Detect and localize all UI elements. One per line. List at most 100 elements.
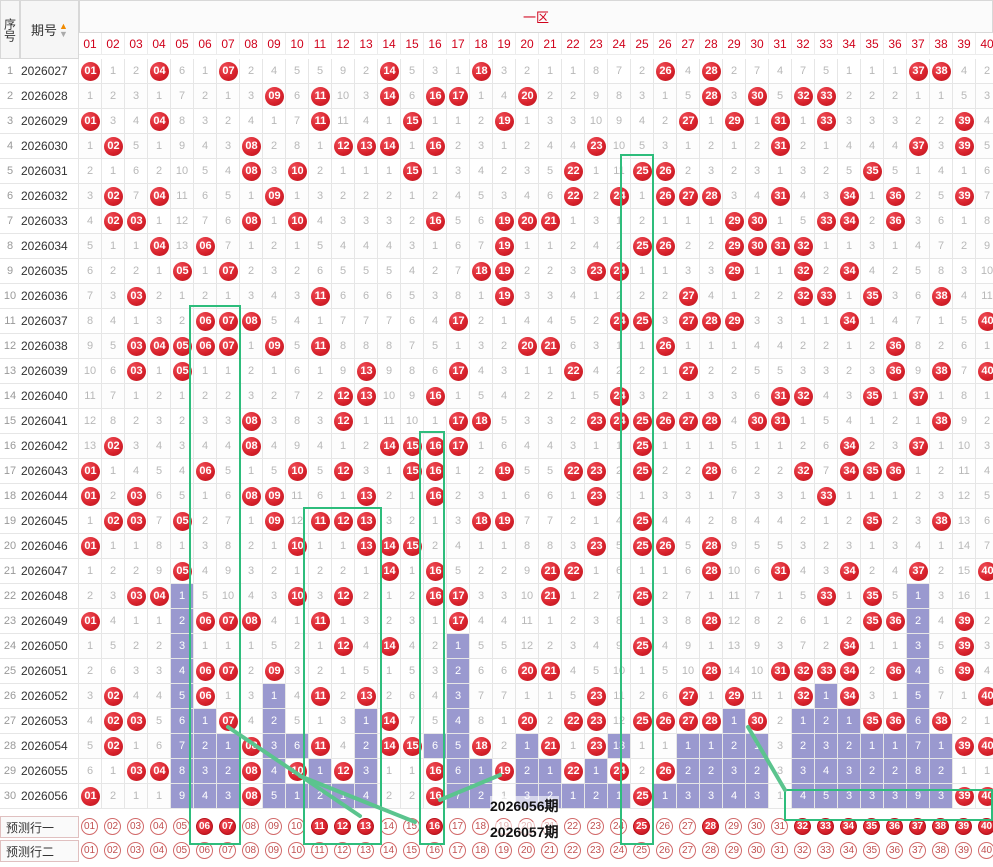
prediction-ball[interactable]: 24 xyxy=(610,818,627,835)
prediction-ball[interactable]: 34 xyxy=(840,842,857,859)
row-issue[interactable]: 2026042 xyxy=(20,434,79,459)
prediction-ball[interactable]: 40 xyxy=(978,818,993,835)
prediction-cell[interactable]: 19 xyxy=(493,840,516,862)
prediction-ball[interactable]: 37 xyxy=(909,842,926,859)
prediction-ball[interactable]: 06 xyxy=(196,818,213,835)
prediction-cell[interactable]: 16 xyxy=(424,840,447,862)
prediction-ball[interactable]: 09 xyxy=(265,818,282,835)
prediction-cell[interactable]: 32 xyxy=(792,816,815,838)
row-issue[interactable]: 2026036 xyxy=(20,284,79,309)
prediction-ball[interactable]: 10 xyxy=(288,842,305,859)
prediction-cell[interactable]: 05 xyxy=(171,840,194,862)
row-issue[interactable]: 2026038 xyxy=(20,334,79,359)
prediction-cell[interactable]: 25 xyxy=(631,816,654,838)
prediction-ball[interactable]: 30 xyxy=(748,818,765,835)
prediction-ball[interactable]: 33 xyxy=(817,818,834,835)
row-issue[interactable]: 2026046 xyxy=(20,534,79,559)
prediction-cell[interactable]: 06 xyxy=(194,840,217,862)
prediction-ball[interactable]: 03 xyxy=(127,842,144,859)
prediction-cell[interactable]: 36 xyxy=(884,816,907,838)
prediction-cell[interactable]: 18 xyxy=(470,816,493,838)
prediction-ball[interactable]: 38 xyxy=(932,842,949,859)
prediction-cell[interactable]: 11 xyxy=(309,840,332,862)
prediction-cell[interactable]: 35 xyxy=(861,840,884,862)
prediction-cell[interactable]: 27 xyxy=(677,816,700,838)
prediction-cell[interactable]: 12 xyxy=(332,840,355,862)
prediction-cell[interactable]: 22 xyxy=(562,840,585,862)
prediction-ball[interactable]: 06 xyxy=(196,842,213,859)
prediction-ball[interactable]: 27 xyxy=(679,842,696,859)
row-issue[interactable]: 2026039 xyxy=(20,359,79,384)
prediction-ball[interactable]: 32 xyxy=(794,842,811,859)
prediction-ball[interactable]: 11 xyxy=(311,842,328,859)
prediction-cell[interactable]: 23 xyxy=(585,816,608,838)
prediction-ball[interactable]: 11 xyxy=(311,818,328,835)
prediction-cell[interactable]: 23 xyxy=(585,840,608,862)
prediction-cell[interactable]: 22 xyxy=(562,816,585,838)
row-issue[interactable]: 2026053 xyxy=(20,709,79,734)
prediction-ball[interactable]: 15 xyxy=(403,842,420,859)
prediction-cell[interactable]: 29 xyxy=(723,816,746,838)
prediction-ball[interactable]: 01 xyxy=(81,818,98,835)
prediction-cell[interactable]: 04 xyxy=(148,816,171,838)
prediction-cell[interactable]: 17 xyxy=(447,840,470,862)
prediction-ball[interactable]: 39 xyxy=(955,818,972,835)
prediction-cell[interactable]: 01 xyxy=(79,840,102,862)
prediction-cell[interactable]: 39 xyxy=(953,840,976,862)
row-issue[interactable]: 2026051 xyxy=(20,659,79,684)
prediction-cell[interactable]: 13 xyxy=(355,840,378,862)
prediction-ball[interactable]: 21 xyxy=(541,842,558,859)
prediction-cell[interactable]: 28 xyxy=(700,840,723,862)
prediction-ball[interactable]: 22 xyxy=(564,818,581,835)
prediction-ball[interactable]: 34 xyxy=(840,818,857,835)
prediction-cell[interactable]: 30 xyxy=(746,840,769,862)
prediction-cell[interactable]: 29 xyxy=(723,840,746,862)
prediction-ball[interactable]: 10 xyxy=(288,818,305,835)
prediction-ball[interactable]: 02 xyxy=(104,842,121,859)
prediction-cell[interactable]: 37 xyxy=(907,840,930,862)
prediction-ball[interactable]: 01 xyxy=(81,842,98,859)
prediction-cell[interactable]: 35 xyxy=(861,816,884,838)
prediction-ball[interactable]: 20 xyxy=(518,842,535,859)
prediction-ball[interactable]: 19 xyxy=(495,842,512,859)
prediction-ball[interactable]: 40 xyxy=(978,842,993,859)
row-issue[interactable]: 2026040 xyxy=(20,384,79,409)
prediction-cell[interactable]: 33 xyxy=(815,816,838,838)
prediction-cell[interactable]: 10 xyxy=(286,840,309,862)
prediction-ball[interactable]: 12 xyxy=(334,818,351,835)
row-issue[interactable]: 2026055 xyxy=(20,759,79,784)
prediction-cell[interactable]: 06 xyxy=(194,816,217,838)
prediction-cell[interactable]: 15 xyxy=(401,840,424,862)
header-issue[interactable]: 期号 ▲ ▼ xyxy=(20,0,79,59)
row-issue[interactable]: 2026037 xyxy=(20,309,79,334)
row-issue[interactable]: 2026049 xyxy=(20,609,79,634)
prediction-cell[interactable]: 12 xyxy=(332,816,355,838)
prediction-cell[interactable]: 33 xyxy=(815,840,838,862)
prediction-cell[interactable]: 38 xyxy=(930,840,953,862)
row-issue[interactable]: 2026050 xyxy=(20,634,79,659)
prediction-ball[interactable]: 25 xyxy=(633,842,650,859)
prediction-cell[interactable]: 34 xyxy=(838,816,861,838)
prediction-cell[interactable]: 39 xyxy=(953,816,976,838)
prediction-ball[interactable]: 16 xyxy=(426,818,443,835)
prediction-ball[interactable]: 07 xyxy=(219,818,236,835)
prediction-cell[interactable]: 34 xyxy=(838,840,861,862)
prediction-ball[interactable]: 25 xyxy=(633,818,650,835)
prediction-cell[interactable]: 31 xyxy=(769,840,792,862)
prediction-ball[interactable]: 24 xyxy=(610,842,627,859)
prediction-cell[interactable]: 09 xyxy=(263,816,286,838)
prediction-ball[interactable]: 32 xyxy=(794,818,811,835)
row-issue[interactable]: 2026044 xyxy=(20,484,79,509)
prediction-ball[interactable]: 07 xyxy=(219,842,236,859)
prediction-ball[interactable]: 23 xyxy=(587,818,604,835)
prediction-cell[interactable]: 07 xyxy=(217,816,240,838)
prediction-ball[interactable]: 30 xyxy=(748,842,765,859)
prediction-cell[interactable]: 13 xyxy=(355,816,378,838)
row-issue[interactable]: 2026027 xyxy=(20,59,79,84)
prediction-ball[interactable]: 17 xyxy=(449,818,466,835)
prediction-cell[interactable]: 02 xyxy=(102,816,125,838)
row-issue[interactable]: 2026031 xyxy=(20,159,79,184)
prediction-ball[interactable]: 29 xyxy=(725,842,742,859)
prediction-ball[interactable]: 37 xyxy=(909,818,926,835)
row-issue[interactable]: 2026043 xyxy=(20,459,79,484)
